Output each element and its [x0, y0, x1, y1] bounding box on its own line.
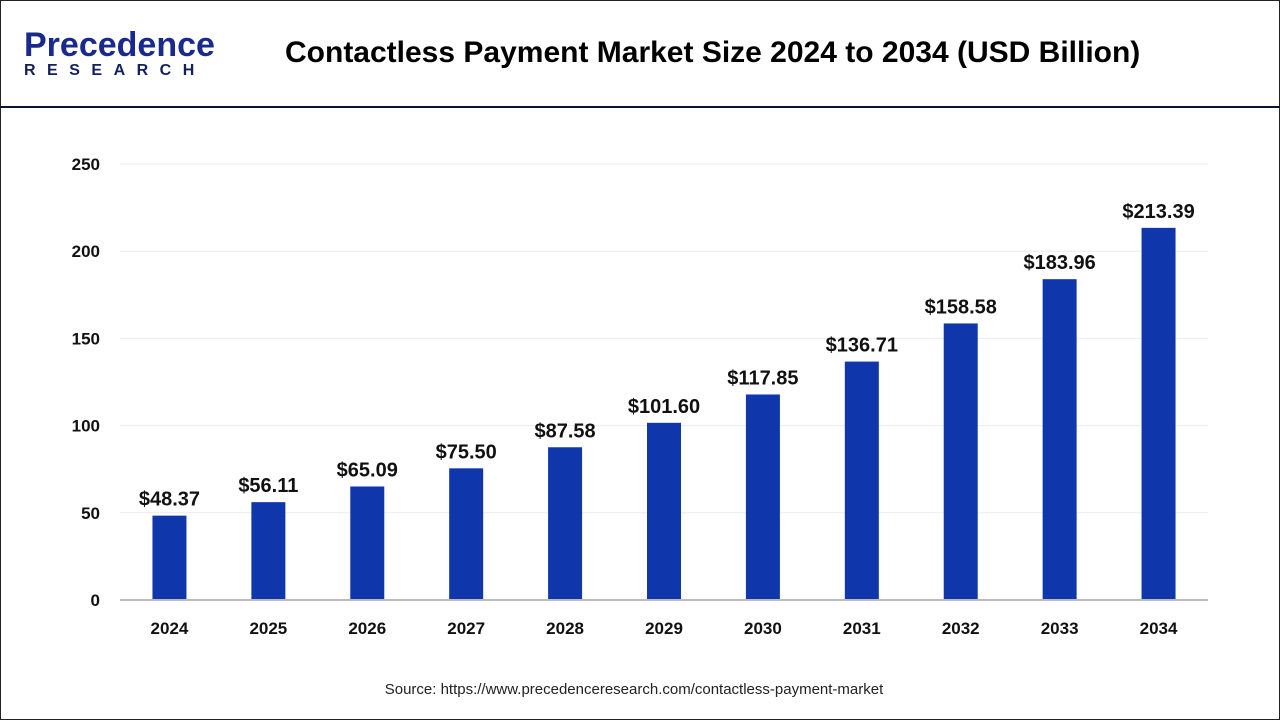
header: Precedence RESEARCH Contactless Payment …	[0, 0, 1280, 108]
data-label: $136.71	[826, 335, 898, 357]
logo-text-bottom: RESEARCH	[24, 62, 206, 79]
bar	[1141, 227, 1176, 600]
bar	[745, 394, 780, 600]
data-label: $158.58	[925, 296, 997, 318]
x-tick-label: 2029	[645, 619, 683, 638]
source-note: Source: https://www.precedenceresearch.c…	[384, 681, 884, 698]
y-tick-label: 150	[72, 329, 100, 348]
x-tick-label: 2027	[447, 619, 485, 638]
bar	[449, 468, 484, 600]
data-label: $87.58	[535, 420, 596, 442]
bar	[350, 486, 385, 600]
chart-title: Contactless Payment Market Size 2024 to …	[285, 36, 1141, 69]
y-tick-label: 200	[72, 242, 100, 261]
bar	[844, 361, 879, 600]
data-label: $213.39	[1122, 201, 1194, 223]
x-tick-label: 2028	[546, 619, 584, 638]
bar	[152, 515, 187, 600]
bar	[647, 422, 681, 600]
logo-text-top: Precedence	[24, 26, 215, 64]
x-tick-label: 2024	[151, 619, 189, 638]
data-label: $48.37	[139, 489, 200, 511]
y-tick-label: 50	[81, 504, 100, 523]
x-tick-label: 2026	[348, 619, 386, 638]
x-tick-label: 2032	[942, 619, 980, 638]
x-tick-label: 2025	[249, 619, 287, 638]
y-tick-label: 0	[91, 591, 100, 610]
bar	[1042, 279, 1077, 600]
precedence-research-logo: Precedence RESEARCH	[24, 28, 215, 80]
bar	[548, 447, 583, 600]
bar	[943, 323, 978, 600]
x-tick-label: 2031	[843, 619, 881, 638]
data-label: $101.60	[628, 396, 700, 418]
data-label: $183.96	[1023, 252, 1095, 274]
x-tick-label: 2030	[744, 619, 782, 638]
y-tick-label: 250	[72, 155, 100, 174]
y-tick-label: 100	[72, 417, 100, 436]
data-label: $65.09	[337, 459, 398, 481]
x-tick-label: 2034	[1140, 619, 1178, 638]
data-label: $56.11	[238, 475, 298, 497]
bar	[251, 502, 286, 600]
data-label: $75.50	[436, 441, 497, 463]
data-label: $117.85	[727, 367, 798, 389]
x-tick-label: 2033	[1041, 619, 1079, 638]
